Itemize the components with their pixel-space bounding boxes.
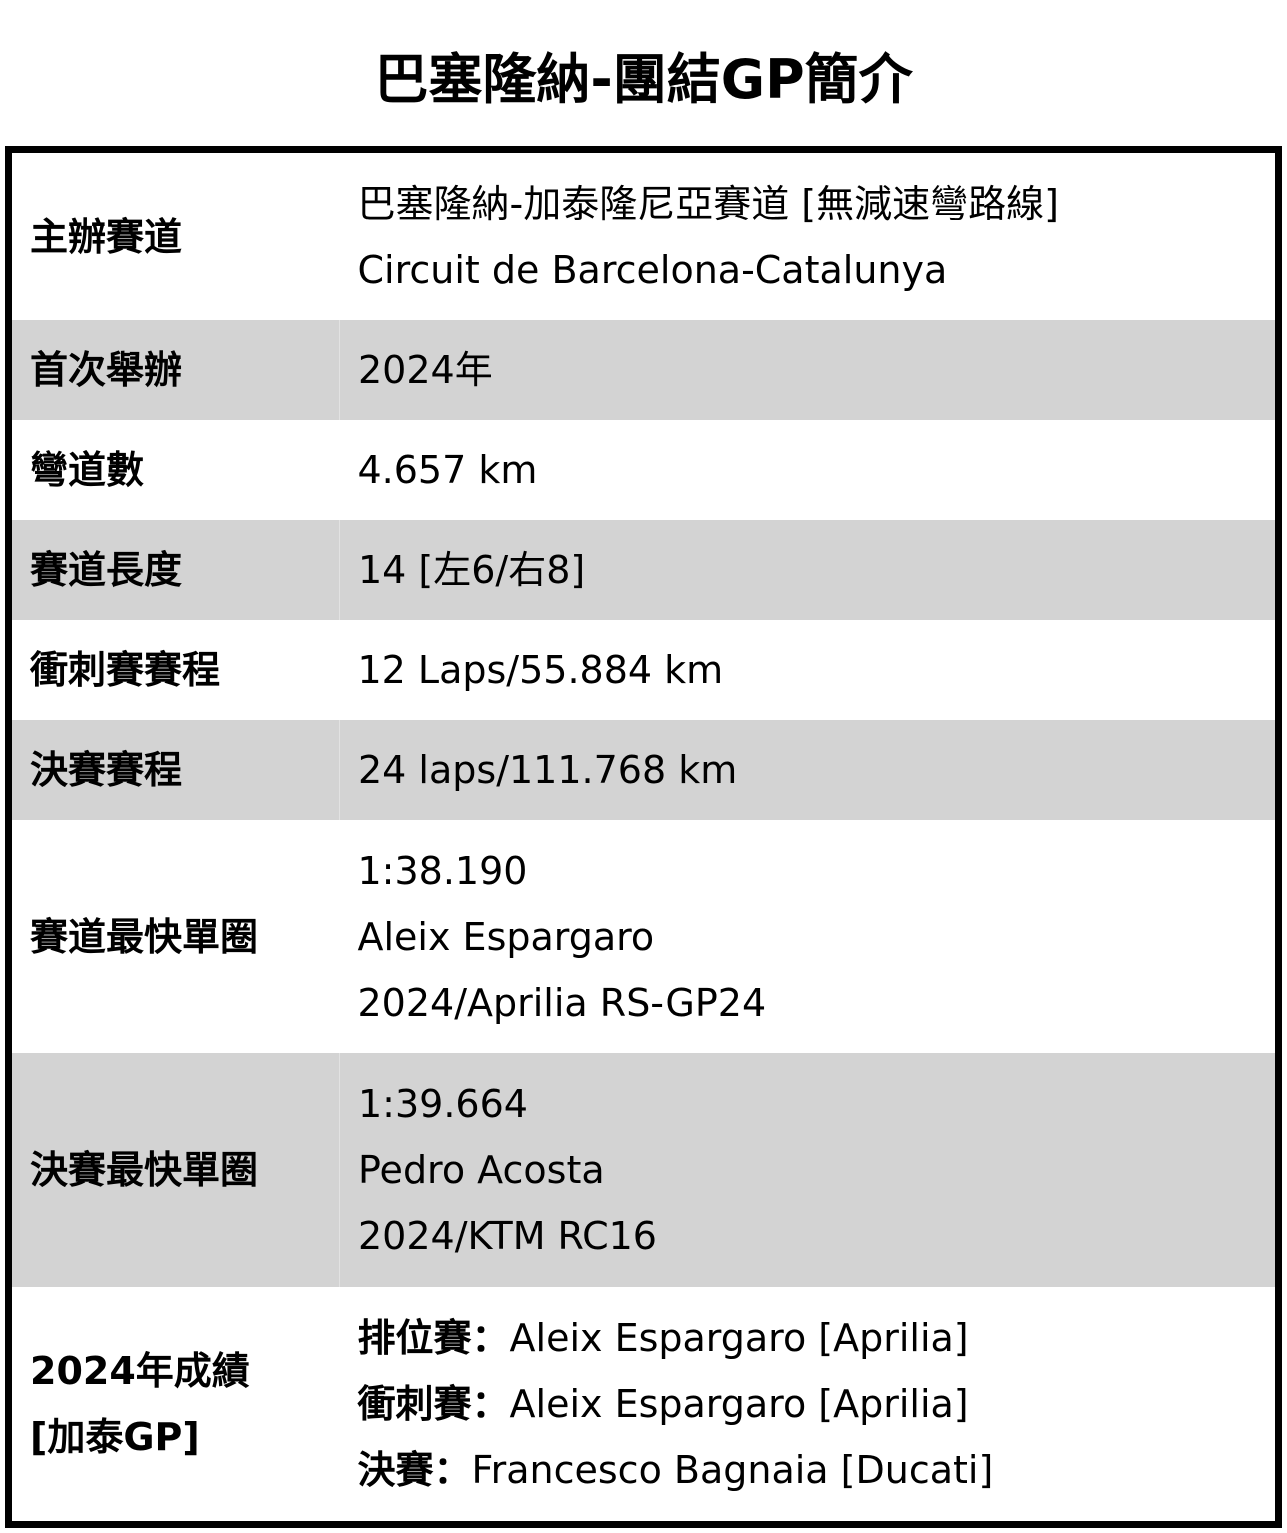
label-line: 2024年成績 [30,1349,250,1393]
table-row-circuit: 主辦賽道 巴塞隆納-加泰隆尼亞賽道 [無減速彎路線] Circuit de Ba… [12,153,1275,320]
page-title: 巴塞隆納-團結GP簡介 [374,48,913,111]
row-label: 衝刺賽賽程 [30,648,221,692]
result-race: 決賽：Francesco Bagnaia [Ducati] [358,1437,1276,1503]
row-value: 14 [左6/右8] [339,520,1275,620]
row-label: 主辦賽道 [30,214,183,259]
value-line: 巴塞隆納-加泰隆尼亞賽道 [無減速彎路線] [357,181,1059,226]
result-key: 決賽： [357,1448,472,1492]
row-value: 巴塞隆納-加泰隆尼亞賽道 [無減速彎路線] Circuit de Barcelo… [340,153,1276,320]
row-value: 1:38.190 Aleix Espargaro 2024/Aprilia RS… [340,820,1276,1053]
table-row-corners: 彎道數 4.657 km [12,420,1275,520]
label-line: [加泰GP] [30,1415,200,1459]
table-row-race-distance: 決賽賽程 24 laps/111.768 km [12,720,1275,820]
row-value: 2024年 [339,320,1275,420]
row-label: 首次舉辦 [12,320,340,420]
result-value: Aleix Espargaro [Aprilia] [509,1316,969,1360]
result-sprint: 衝刺賽：Aleix Espargaro [Aprilia] [358,1371,1276,1437]
row-label: 決賽最快單圈 [12,1053,340,1287]
result-key: 衝刺賽： [357,1382,510,1426]
row-value: 1:39.664 Pedro Acosta 2024/KTM RC16 [339,1053,1275,1287]
value-line: 1:39.664 [358,1082,528,1126]
table-row-length: 賽道長度 14 [左6/右8] [12,520,1275,620]
value-line: Circuit de Barcelona-Catalunya [357,247,948,292]
info-table: 主辦賽道 巴塞隆納-加泰隆尼亞賽道 [無減速彎路線] Circuit de Ba… [5,146,1282,1528]
table-row-circuit-best-lap: 賽道最快單圈 1:38.190 Aleix Espargaro 2024/Apr… [12,820,1275,1053]
result-qualifying: 排位賽：Aleix Espargaro [Aprilia] [358,1305,1276,1371]
row-label: 賽道長度 [12,520,340,620]
row-label: 決賽賽程 [12,720,340,820]
table-row-2024-results: 2024年成績 [加泰GP] 排位賽：Aleix Espargaro [Apri… [12,1287,1275,1521]
table-row-sprint-distance: 衝刺賽賽程 12 Laps/55.884 km [12,620,1275,720]
value-line: Aleix Espargaro [357,914,655,959]
value-line: 2024/KTM RC16 [358,1214,657,1258]
table-row-race-best-lap: 決賽最快單圈 1:39.664 Pedro Acosta 2024/KTM RC… [12,1053,1275,1287]
row-label: 2024年成績 [加泰GP] [12,1287,340,1521]
row-value: 排位賽：Aleix Espargaro [Aprilia] 衝刺賽：Aleix … [340,1287,1276,1521]
result-key: 排位賽： [357,1316,510,1360]
row-label: 彎道數 [30,448,145,492]
row-value: 24 laps/111.768 km [339,720,1275,820]
table-row-first-held: 首次舉辦 2024年 [12,320,1275,420]
value-line: Pedro Acosta [358,1148,605,1192]
row-label: 賽道最快單圈 [30,914,259,959]
value-line: 1:38.190 [357,848,528,893]
row-value: 12 Laps/55.884 km [357,648,724,692]
row-value: 4.657 km [357,448,538,492]
value-line: 2024/Aprilia RS-GP24 [357,980,767,1025]
result-value: Francesco Bagnaia [Ducati] [471,1448,994,1492]
result-value: Aleix Espargaro [Aprilia] [509,1382,969,1426]
